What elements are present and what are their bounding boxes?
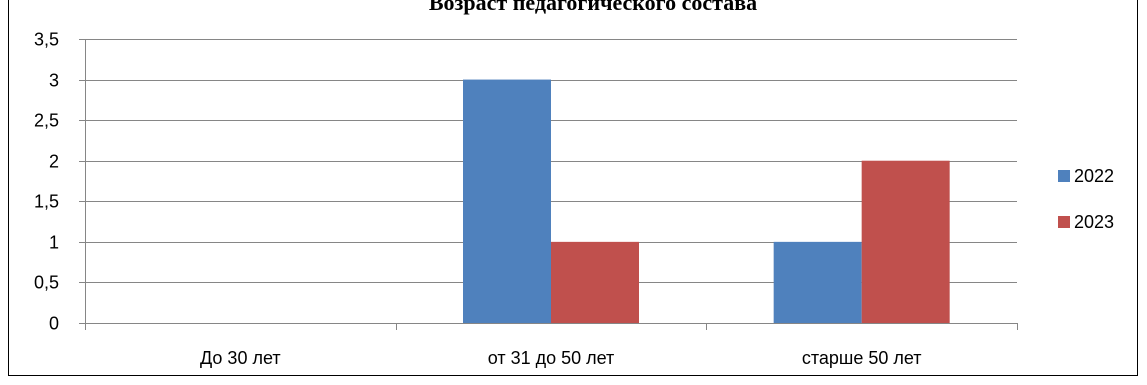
y-tick-label: 1: [49, 233, 59, 253]
x-tick-labels: До 30 лет от 31 до 50 лет старше 50 лет: [200, 348, 921, 368]
y-tick-label: 0: [49, 314, 59, 334]
bars: [463, 79, 950, 323]
legend-swatch-2022: [1058, 170, 1070, 182]
x-tick-label: До 30 лет: [200, 348, 281, 368]
bar-2023-2: [861, 160, 950, 323]
bar-2022-2: [773, 241, 862, 323]
y-tick-label: 3,5: [34, 30, 59, 50]
legend: 2022 2023: [1058, 166, 1114, 232]
axes: [79, 39, 1018, 330]
x-tick-label: от 31 до 50 лет: [488, 348, 615, 368]
legend-swatch-2023: [1058, 216, 1070, 228]
y-tick-label: 2: [49, 152, 59, 172]
y-tick-labels: 0 0,5 1 1,5 2 2,5 3 3,5: [34, 30, 59, 334]
bar-2023-1: [551, 241, 639, 323]
chart-title: Возраст педагогического состава: [429, 0, 757, 15]
chart-frame: [8, 0, 1138, 376]
y-tick-label: 2,5: [34, 111, 59, 131]
x-tick-label: старше 50 лет: [802, 348, 922, 368]
y-tick-label: 0,5: [34, 273, 59, 293]
y-tick-label: 1,5: [34, 192, 59, 212]
legend-label: 2023: [1074, 212, 1114, 232]
y-tick-label: 3: [49, 71, 59, 91]
bar-2022-1: [463, 79, 551, 323]
legend-label: 2022: [1074, 166, 1114, 186]
